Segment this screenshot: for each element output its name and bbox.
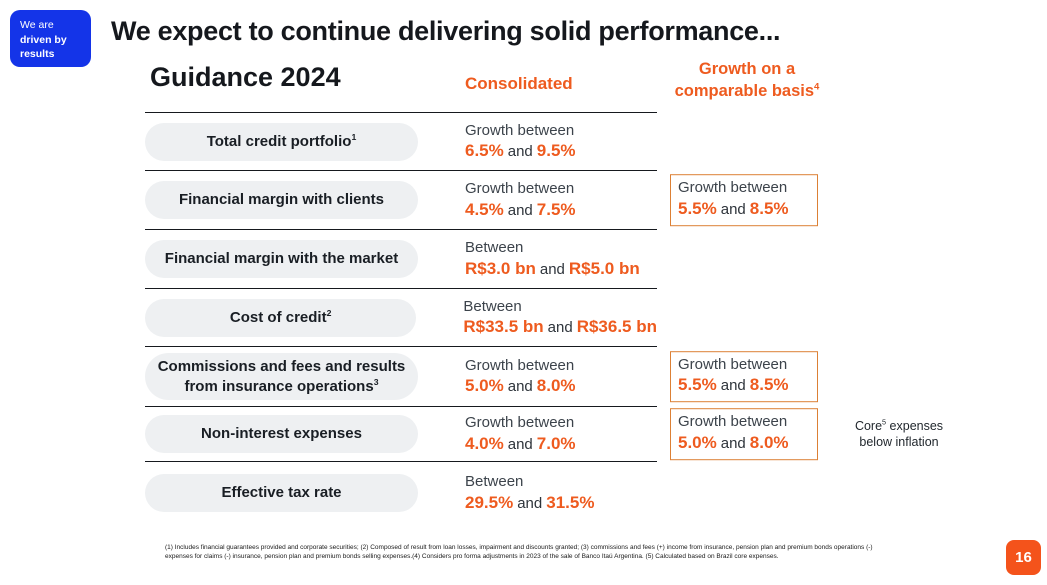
metric-label: Total credit portfolio1	[206, 131, 357, 150]
consolidated-value: Growth between 4.0% and 7.0%	[465, 414, 576, 453]
table-row: Effective tax rate Between 29.5% and 31.5%	[145, 462, 657, 524]
table-row: Non-interest expenses Growth between 4.0…	[145, 407, 943, 462]
brand-badge-line3: results	[20, 48, 55, 61]
consolidated-value: Growth between 4.5% and 7.5%	[465, 180, 576, 219]
column-header-consolidated: Consolidated	[465, 74, 573, 93]
footnotes: (1) Includes financial guarantees provid…	[165, 544, 873, 561]
comparable-value-box: Growth between 5.0% and 8.0%	[670, 408, 818, 460]
table-row: Total credit portfolio1 Growth between 6…	[145, 113, 657, 171]
metric-pill: Cost of credit2	[145, 298, 417, 337]
metric-label: Effective tax rate	[221, 484, 342, 502]
column-header-comparable: Growth on a comparable basis4	[674, 60, 820, 101]
brand-badge-line2: driven by	[20, 33, 67, 46]
comparable-value-box: Growth between 5.5% and 8.5%	[670, 350, 818, 403]
metric-label: Financial margin with the market	[164, 250, 399, 268]
consolidated-value: Growth between 5.0% and 8.0%	[465, 356, 576, 396]
table-row: Financial margin with clients Growth bet…	[145, 171, 818, 230]
page-number: 16	[1015, 549, 1032, 566]
metric-pill: Total credit portfolio1	[145, 122, 418, 161]
table-heading: Guidance 2024	[150, 62, 341, 92]
metric-label-line2: from insurance operations3	[184, 376, 379, 395]
metric-label: Non-interest expenses	[201, 425, 362, 443]
metric-pill: Commissions and fees and results from in…	[145, 353, 418, 400]
metric-label: Financial margin with clients	[178, 191, 385, 209]
metric-label-line1: Commissions and fees and results	[157, 358, 406, 376]
consolidated-value: Between R$3.0 bn and R$5.0 bn	[465, 239, 640, 278]
consolidated-value: Growth between 6.5% and 9.5%	[465, 121, 576, 161]
table-row: Financial margin with the market Between…	[145, 230, 657, 289]
table-row: Commissions and fees and results from in…	[145, 347, 818, 407]
metric-pill: Financial margin with clients	[145, 181, 418, 219]
core-expenses-note: Core5 expenses below inflation	[854, 417, 944, 449]
metric-pill: Financial margin with the market	[145, 240, 418, 278]
brand-badge: We are driven by results	[10, 10, 91, 67]
table-row: Cost of credit2 Between R$33.5 bn and R$36…	[145, 289, 657, 347]
metric-label: Cost of credit2	[229, 307, 332, 326]
metric-pill: Effective tax rate	[145, 474, 418, 512]
metric-pill: Non-interest expenses	[145, 415, 418, 453]
slide-title: We expect to continue delivering solid p…	[111, 16, 781, 46]
consolidated-value: Between 29.5% and 31.5%	[465, 473, 595, 512]
brand-badge-line1: We are	[20, 19, 54, 31]
page-number-badge: 16	[1006, 540, 1041, 575]
comparable-value-box: Growth between 5.5% and 8.5%	[670, 174, 818, 226]
guidance-table: Total credit portfolio1 Growth between 6…	[145, 112, 943, 524]
consolidated-value: Between R$33.5 bn and R$36.5 bn	[463, 297, 657, 337]
